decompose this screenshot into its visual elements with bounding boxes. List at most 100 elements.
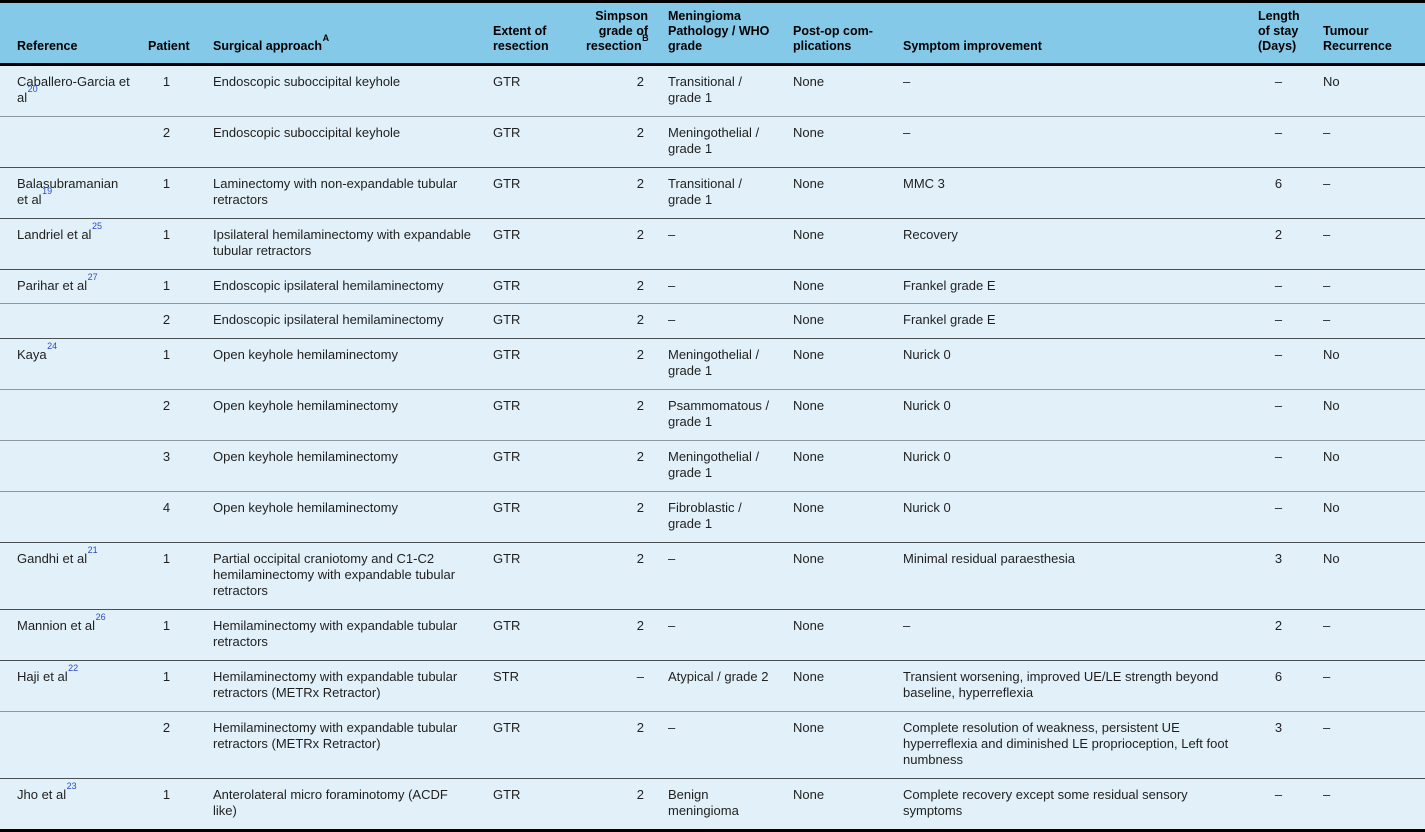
citation-link[interactable]: 26	[95, 612, 106, 623]
cell-stay: –	[1250, 115, 1315, 168]
cell-symptom: Nurick 0	[895, 439, 1250, 492]
cell-postop: None	[785, 268, 895, 304]
cell-reference: Jho et al23	[0, 777, 140, 831]
cell-simpson: 2	[578, 439, 660, 492]
cell-postop: None	[785, 217, 895, 270]
cell-patient: 3	[140, 439, 205, 492]
cell-pathology: –	[660, 608, 785, 661]
cell-extent: GTR	[485, 303, 578, 339]
table-row: Jho et al23 1 Anterolateral micro foramino…	[0, 777, 1425, 831]
cell-stay: –	[1250, 268, 1315, 304]
cell-simpson: 2	[578, 541, 660, 610]
cell-postop: None	[785, 710, 895, 779]
citation-link[interactable]: 21	[87, 544, 98, 555]
cell-extent: GTR	[485, 115, 578, 168]
citation-link[interactable]: 23	[66, 781, 77, 792]
cell-symptom: –	[903, 74, 911, 89]
cell-reference	[0, 303, 140, 339]
cell-pathology: Benign meningioma	[660, 777, 785, 831]
cell-reference: Landriel et al25	[0, 217, 140, 270]
cell-extent: GTR	[485, 388, 578, 441]
cell-stay: 6	[1250, 659, 1315, 712]
cell-postop: None	[785, 490, 895, 543]
table-row: 2 Endoscopic suboccipital keyhole GTR 2 Meni…	[0, 115, 1425, 168]
cell-simpson: 2	[578, 710, 660, 779]
cell-extent: GTR	[485, 490, 578, 543]
citation-link[interactable]: 19	[42, 186, 53, 197]
cell-reference	[0, 710, 140, 779]
cell-symptom: Complete recovery except some residual s…	[895, 777, 1250, 831]
cell-patient: 1	[140, 608, 205, 661]
cell-recurrence: No	[1323, 74, 1340, 89]
citation-link[interactable]: 20	[27, 84, 38, 95]
cell-recurrence: –	[1315, 710, 1425, 779]
cell-simpson: 2	[578, 115, 660, 168]
citation-link[interactable]: 24	[47, 341, 58, 352]
cell-symptom: Complete resolution of weakness, persist…	[895, 710, 1250, 779]
cell-approach: Anterolateral micro foraminotomy (ACDF l…	[205, 777, 485, 831]
cell-simpson: 2	[578, 217, 660, 270]
col-header-label: Patient	[148, 39, 190, 53]
cell-pathology: Transitional / grade 1	[660, 166, 785, 219]
cell-pathology: –	[660, 541, 785, 610]
col-header-extent: Extent of resection	[485, 1, 578, 66]
reference-text: Parihar et al	[17, 277, 88, 293]
cell-patient: 2	[140, 115, 205, 168]
table-body: Caballero-Garcia et al20 1 Endoscopic subo…	[0, 65, 1425, 831]
cell-postop: None	[785, 303, 895, 339]
cell-symptom: Minimal residual paraesthesia	[895, 541, 1250, 610]
cell-approach: Hemilaminectomy with expandable tubular …	[205, 710, 485, 779]
table-row: Parihar et al27 1 Endoscopic ipsilateral h…	[0, 268, 1425, 304]
cell-approach: Endoscopic ipsilateral hemilaminectomy	[205, 303, 485, 339]
cell-pathology: –	[660, 217, 785, 270]
cell-reference: Haji et al22	[0, 659, 140, 712]
cell-stay: 2	[1250, 608, 1315, 661]
cell-recurrence: –	[1315, 777, 1425, 831]
table-row: 4 Open keyhole hemilaminectomy GTR 2 Fibrobl…	[0, 490, 1425, 543]
cell-simpson: 2	[578, 490, 660, 543]
col-header-approach: Surgical approachA	[205, 1, 485, 66]
table-row: 3 Open keyhole hemilaminectomy GTR 2 Meningo…	[0, 439, 1425, 492]
cell-pathology: Meningothelial / grade 1	[660, 439, 785, 492]
cell-extent: GTR	[485, 268, 578, 304]
cell-simpson: 2	[578, 166, 660, 219]
table-header: Reference Patient Surgical approachA Extent…	[0, 1, 1425, 66]
cell-postop: None	[785, 388, 895, 441]
table-row: Balasubramanian et al19 1 Laminectomy with…	[0, 166, 1425, 219]
cell-symptom: Nurick 0	[895, 490, 1250, 543]
col-header-label: Simpson grade of resection	[586, 9, 648, 53]
cell-patient: 1	[140, 659, 205, 712]
cell-symptom: –	[895, 115, 1250, 168]
cell-recurrence: –	[1315, 303, 1425, 339]
cell-extent: GTR	[485, 541, 578, 610]
citation-link[interactable]: 27	[87, 271, 98, 282]
cell-symptom: Transient worsening, improved UE/LE stre…	[895, 659, 1250, 712]
cell-approach: Open keyhole hemilaminectomy	[205, 388, 485, 441]
cell-recurrence: –	[1315, 217, 1425, 270]
citation-link[interactable]: 22	[68, 662, 79, 673]
col-header-recurrence: Tumour Recurrence	[1315, 1, 1425, 66]
cell-pathology: Transitional / grade 1	[668, 74, 742, 105]
cell-approach: Open keyhole hemilaminectomy	[205, 439, 485, 492]
col-header-label: Length of stay (Days)	[1258, 9, 1300, 53]
cell-symptom: Frankel grade E	[895, 268, 1250, 304]
cell-simpson: 2	[578, 608, 660, 661]
col-header-pathology: Meningioma Pathology / WHO grade	[660, 1, 785, 66]
cell-symptom: Nurick 0	[895, 337, 1250, 390]
cell-reference: Balasubramanian et al19	[0, 166, 140, 219]
cell-approach: Endoscopic suboccipital keyhole	[213, 74, 401, 89]
citation-link[interactable]: 25	[91, 220, 102, 231]
cell-approach: Hemilaminectomy with expandable tubular …	[205, 659, 485, 712]
col-header-simpson: Simpson grade of resectionB	[578, 1, 660, 66]
col-header-symptom: Symptom improvement	[895, 1, 1250, 66]
cell-reference: Kaya24	[0, 337, 140, 390]
cell-patient: 1	[162, 74, 171, 89]
cell-postop: None	[793, 74, 825, 89]
cell-stay: –	[1250, 388, 1315, 441]
cell-recurrence: –	[1315, 268, 1425, 304]
cell-reference	[0, 388, 140, 441]
cell-pathology: Fibroblastic / grade 1	[660, 490, 785, 543]
cell-recurrence: –	[1315, 115, 1425, 168]
cell-reference	[0, 115, 140, 168]
